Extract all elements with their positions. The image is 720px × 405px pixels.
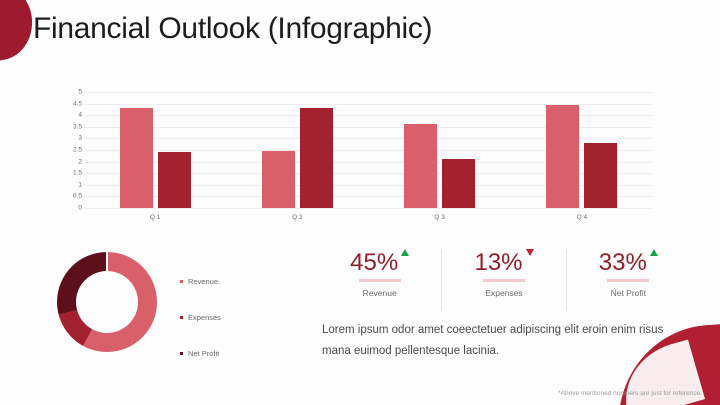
gridline xyxy=(84,115,653,117)
bar-chart-y-axis: 5 4.5 4 3.5 3 2.5 2 1.5 1 0.5 0 xyxy=(62,86,82,226)
kpi-label: Expenses xyxy=(485,287,523,298)
kpi-card-net-profit[interactable]: 33% Net Profit xyxy=(565,249,690,310)
gridline xyxy=(84,184,653,186)
donut-chart-hole xyxy=(76,271,138,333)
donut-chart xyxy=(57,252,157,352)
kpi-label: Net Profit xyxy=(610,287,647,298)
donut-chart-gap xyxy=(106,252,108,272)
gridline xyxy=(84,138,653,140)
kpi-card-expenses[interactable]: 13% Expenses xyxy=(441,249,565,310)
y-axis-tick-label: 2.5 xyxy=(72,146,82,154)
trend-down-icon xyxy=(525,249,534,256)
trend-up-icon xyxy=(649,249,658,256)
kpi-card-revenue[interactable]: 45% Revenue xyxy=(318,249,441,310)
kpi-value-row: 45% xyxy=(350,249,410,276)
legend-item-label: Net Profit xyxy=(188,348,220,358)
kpi-value: 13% xyxy=(474,249,523,276)
gridline xyxy=(84,103,653,105)
y-axis-tick-label: 1.5 xyxy=(72,169,82,177)
y-axis-tick-label: 0 xyxy=(78,204,82,212)
kpi-value-row: 13% xyxy=(474,249,534,276)
bar-group xyxy=(511,92,653,208)
gridline xyxy=(84,196,653,198)
bar-revenue[interactable] xyxy=(119,108,153,208)
bar-group xyxy=(226,92,368,208)
legend-item-label: Revenue xyxy=(188,276,219,286)
gridline xyxy=(84,208,653,209)
bar-group xyxy=(84,92,226,208)
kpi-underline xyxy=(482,279,525,282)
y-axis-tick-label: 3.5 xyxy=(72,123,82,131)
kpi-underline xyxy=(358,279,401,282)
footnote: *Above mentioned numbers are just for re… xyxy=(558,390,702,397)
slide-title: Financial Outlook (Infographic) xyxy=(33,12,433,45)
x-axis-tick-label: Q 2 xyxy=(292,214,303,221)
gridline xyxy=(84,161,653,163)
legend-item-net-profit[interactable]: Net Profit xyxy=(180,335,290,371)
bar-revenue[interactable] xyxy=(546,104,580,208)
y-axis-tick-label: 5 xyxy=(78,88,82,96)
legend-swatch-icon xyxy=(180,351,183,355)
legend-swatch-icon xyxy=(180,315,183,319)
decorative-shape-top-left-accent xyxy=(0,10,14,36)
bar-chart: 5 4.5 4 3.5 3 2.5 2 1.5 1 0.5 0 Q 1 Q 2 Q 3 Q 4 xyxy=(62,86,657,226)
donut-chart-legend: Revenue Expenses Net Profit xyxy=(180,263,290,371)
legend-swatch-icon xyxy=(180,279,183,283)
y-axis-tick-label: 4 xyxy=(78,111,82,119)
kpi-value: 45% xyxy=(350,249,399,276)
x-axis-tick-label: Q 4 xyxy=(576,214,588,221)
kpi-underline xyxy=(607,279,650,282)
legend-item-label: Expenses xyxy=(188,312,221,322)
x-axis-tick-label: Q 1 xyxy=(149,214,161,221)
y-axis-tick-label: 3 xyxy=(78,134,82,142)
gridline xyxy=(84,92,653,93)
legend-item-expenses[interactable]: Expenses xyxy=(180,299,290,335)
y-axis-tick-label: 4.5 xyxy=(72,100,82,108)
bar-expenses[interactable] xyxy=(442,159,476,208)
x-axis-tick-label: Q 3 xyxy=(434,214,445,221)
description-paragraph: Lorem ipsum odor amet coeectetuer adipis… xyxy=(322,324,664,358)
gridline xyxy=(84,173,653,175)
bar-chart-series xyxy=(84,92,653,208)
gridline xyxy=(84,126,653,128)
bar-expenses[interactable] xyxy=(299,108,333,208)
gridline xyxy=(84,150,653,151)
bar-revenue[interactable] xyxy=(261,151,295,208)
kpi-row: 45% Revenue 13% Expenses 33% Net Profit xyxy=(318,249,690,310)
trend-up-icon xyxy=(401,249,410,256)
y-axis-tick-label: 2 xyxy=(78,158,82,166)
bar-expenses[interactable] xyxy=(584,143,618,208)
y-axis-tick-label: 1 xyxy=(78,181,82,189)
legend-item-revenue[interactable]: Revenue xyxy=(180,263,290,299)
bar-revenue[interactable] xyxy=(404,124,438,208)
bar-expenses[interactable] xyxy=(157,152,191,208)
bar-chart-x-axis: Q 1 Q 2 Q 3 Q 4 xyxy=(84,210,653,226)
kpi-value: 33% xyxy=(598,249,647,276)
bar-group xyxy=(369,92,511,208)
kpi-label: Revenue xyxy=(362,287,397,298)
y-axis-tick-label: 0.5 xyxy=(72,192,82,200)
kpi-value-row: 33% xyxy=(598,249,658,276)
